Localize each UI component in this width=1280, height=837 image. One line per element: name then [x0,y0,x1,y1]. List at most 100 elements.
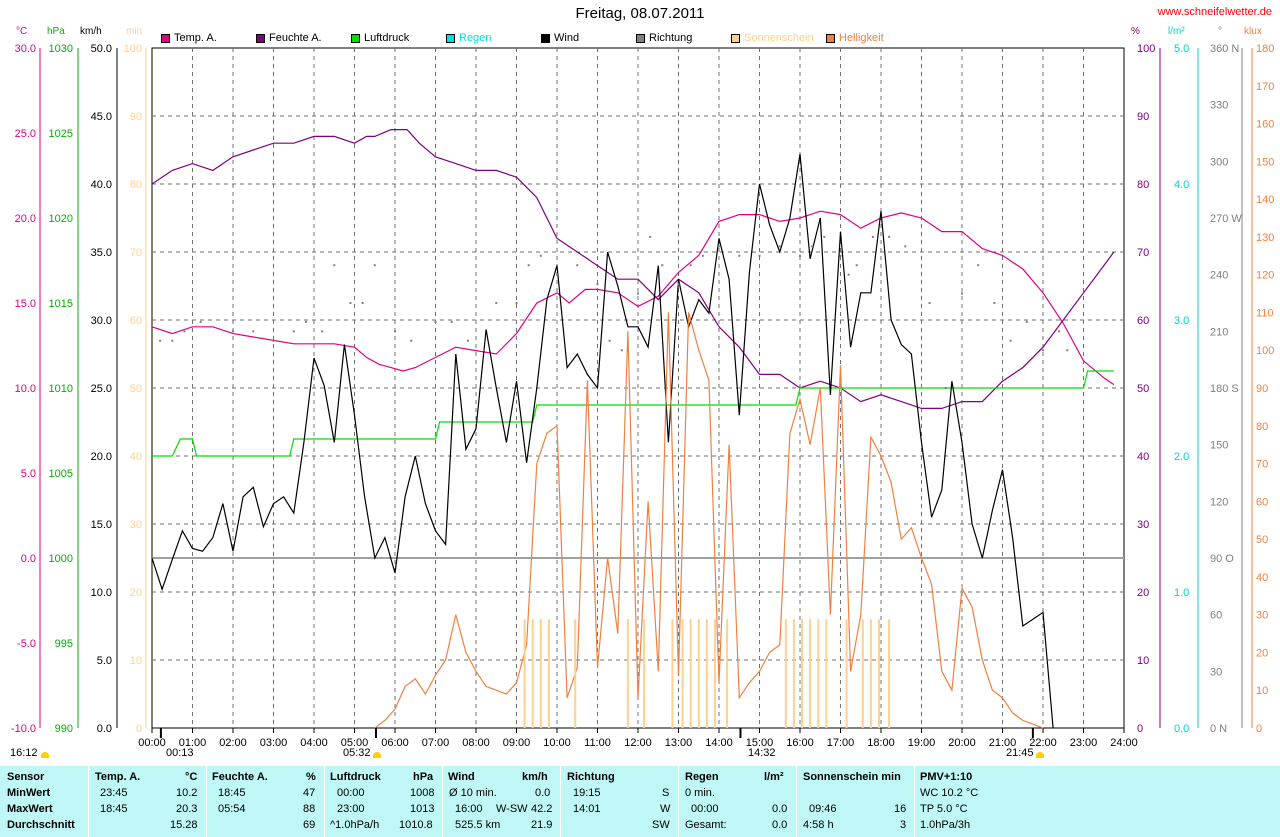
tick-label-press: 995 [55,638,73,650]
legend-item: Temp. A. [161,31,217,45]
direction-dot [556,273,558,276]
x-tick-label: 19:00 [908,737,936,749]
dir-head: Richtung [567,771,615,783]
legend-item: Feuchte A. [256,31,322,45]
wind-max-dir: W-SW [496,803,528,815]
unit-press: hPa [47,26,65,37]
x-tick-label: 06:00 [381,737,409,749]
x-tick-label: 18:00 [867,737,895,749]
tick-label-sun: 0 [136,723,142,735]
direction-dot [199,320,202,323]
direction-dot [596,283,599,286]
tick-label-sun: 40 [130,451,142,463]
rain-head: Regen [685,771,719,783]
legend-swatch [446,33,455,43]
tick-label-press: 1010 [49,383,73,395]
direction-dot [272,339,275,342]
direction-dot [159,339,162,342]
weather-chart: -10.0 -5.0 0.0 5.0 10.0 15.0 20.0 25.0 30.0 990 99… [11,43,1274,749]
legend-label: Sonnenschein [744,32,814,44]
tick-label-hum: 0 [1137,723,1143,735]
sun-icon [41,752,49,758]
tick-label-lux: 140 [1256,194,1274,206]
tick-label-temp: 10.0 [15,383,36,395]
wind-avg: 21.9 [531,819,553,831]
tick-label-lux: 10 [1256,685,1268,697]
tick-label-dir: 180 S [1210,383,1239,395]
tick-label-press: 1020 [49,213,73,225]
legend-item: Luftdruck [351,31,409,45]
tick-label-temp: 15.0 [15,298,36,310]
direction-dot [361,302,364,304]
tick-label-rain: 1.0 [1174,587,1189,599]
direction-dot [576,264,579,267]
direction-dot [321,330,324,333]
x-tick-label: 07:00 [422,737,450,749]
tick-label-lux: 50 [1256,534,1268,546]
direction-dot [649,235,652,238]
direction-dot [483,349,486,352]
tick-label-rain: 3.0 [1174,315,1189,327]
legend-swatch [256,33,265,43]
tick-label-temp: 5.0 [21,468,36,480]
stats-table [0,766,1280,837]
tick-label-dir: 30 [1210,666,1222,678]
tick-label-hum: 60 [1137,315,1149,327]
direction-dot [434,320,437,323]
tick-label-wind: 40.0 [91,179,112,191]
legend-label: Regen [459,32,492,44]
pmv-min: WC 10.2 °C [920,787,979,799]
direction-dot [738,254,741,257]
unit-wind: km/h [80,26,102,37]
series-feuchte-a- [151,129,1115,409]
tick-label-sun: 20 [130,587,142,599]
unit-temp: °C [16,26,28,37]
rain-total: 0.0 [772,819,788,831]
wind-max-time: 16:00 [455,803,483,815]
dir-min: S [662,787,670,799]
press-trend: ^1.0hPa/h [330,819,380,831]
hum-max-time: 05:54 [218,803,246,815]
tick-label-lux: 120 [1256,270,1274,282]
tick-label-rain: 2.0 [1174,451,1189,463]
x-tick-label: 23:00 [1070,737,1098,749]
press-min-time: 00:00 [337,787,365,799]
tick-label-lux: 150 [1256,156,1274,168]
tick-label-press: 1005 [49,468,73,480]
x-tick-label: 02:00 [219,737,247,749]
tick-label-wind: 25.0 [91,383,112,395]
legend-item: Wind [541,31,579,45]
press-unit: hPa [413,771,434,783]
x-tick-label: 20:00 [948,737,976,749]
unit-sun: min [126,26,143,37]
tick-label-sun: 90 [130,111,142,123]
direction-dot [888,235,891,238]
rain-total-label: Gesamt: [685,819,727,831]
x-tick-label: 16:00 [786,737,814,749]
x-tick-label: 14:00 [705,737,733,749]
x-tick-label: 04:00 [300,737,328,749]
direction-dot [871,235,874,238]
tick-label-lux: 40 [1256,572,1268,584]
tick-label-hum: 80 [1137,179,1149,191]
direction-dot [855,264,858,267]
tick-label-dir: 210 [1210,326,1228,338]
tick-label-press: 1025 [49,128,73,140]
tick-label-lux: 60 [1256,496,1268,508]
press-avg: 1010.8 [399,819,433,831]
tick-label-sun: 80 [130,179,142,191]
direction-dot [758,254,761,257]
direction-dot [677,283,680,286]
tick-label-wind: 0.0 [97,723,112,735]
site-link[interactable]: www.schneifelwetter.de [1157,6,1272,18]
direction-dot [373,264,376,267]
row-min: MinWert [7,787,51,799]
tick-label-hum: 20 [1137,587,1149,599]
tick-label-press: 990 [55,723,73,735]
direction-dot [799,254,801,257]
sunset-icon [1036,752,1044,758]
direction-dot [515,302,518,304]
tick-label-dir: 0 N [1210,723,1227,735]
tick-label-temp: 30.0 [15,43,36,55]
series-luftdruck [152,370,1114,457]
